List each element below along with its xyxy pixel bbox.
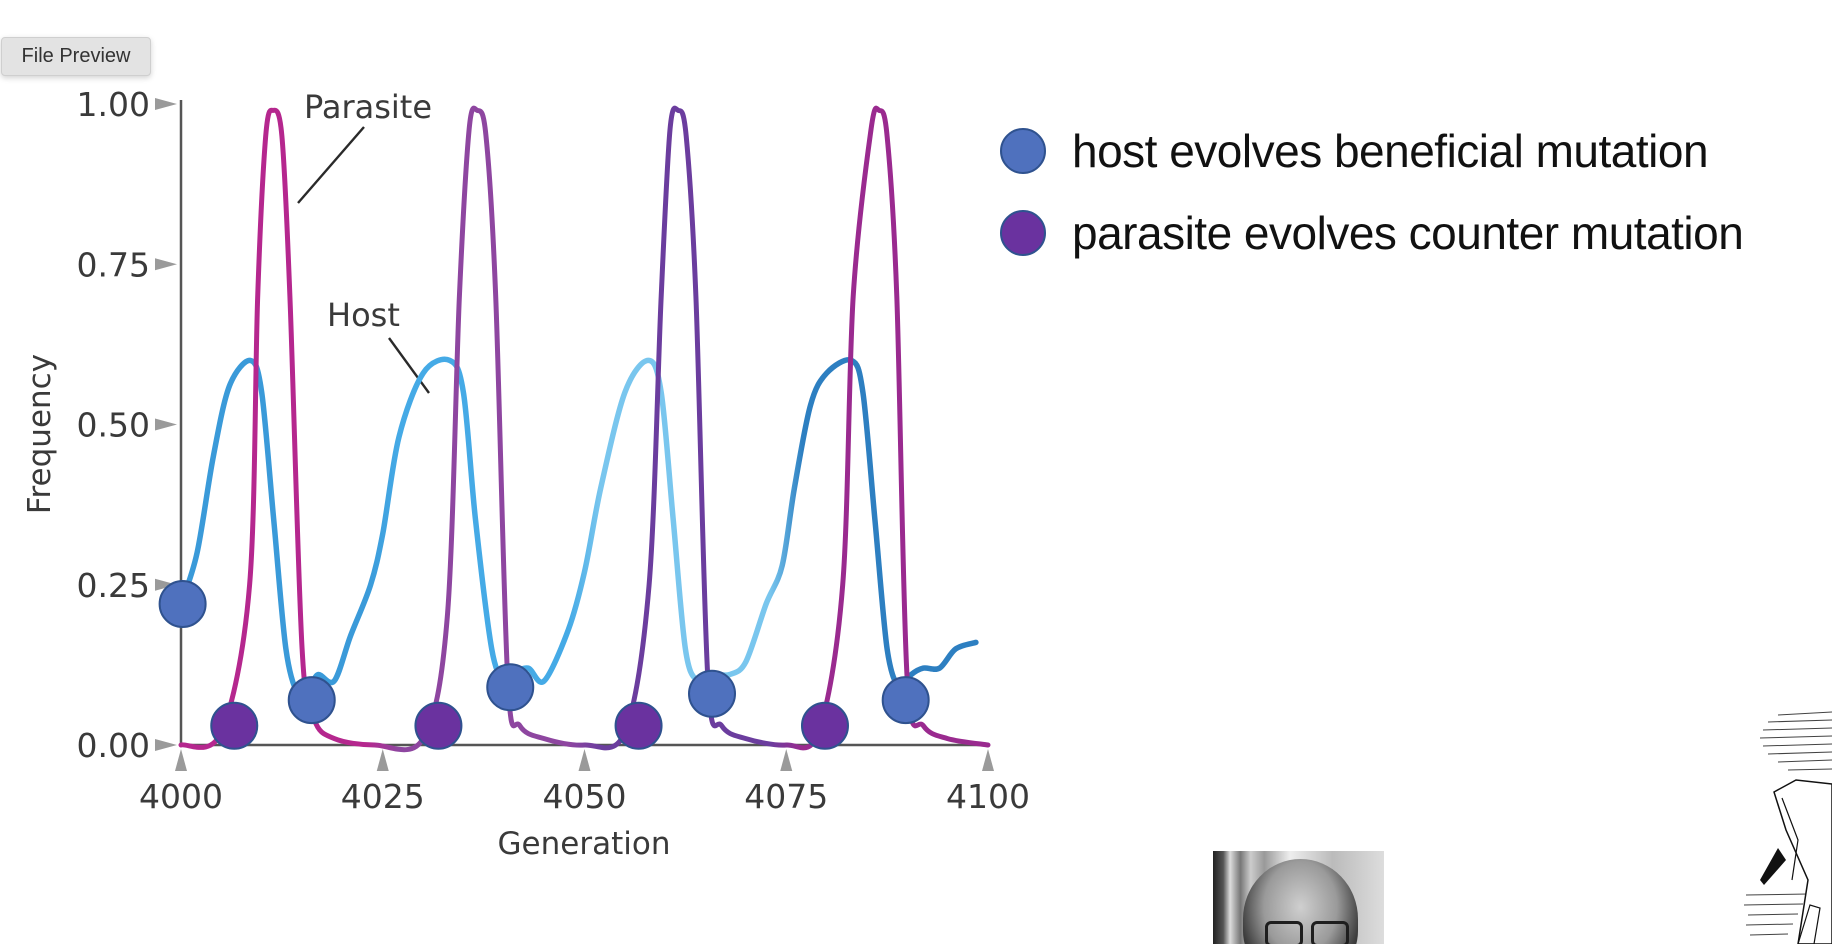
y-tick-marker <box>155 98 177 110</box>
host-mutation-marker <box>287 676 336 725</box>
parasite-mutation-marker <box>414 701 463 750</box>
y-tick-marker <box>155 739 177 751</box>
parasite-mutation-marker <box>614 701 663 750</box>
x-tick-label: 4075 <box>744 777 828 816</box>
host-mutation-marker <box>486 663 535 712</box>
y-tick-label: 0.75 <box>77 245 150 284</box>
x-tick-label: 4000 <box>139 777 223 816</box>
y-tick-label: 0.00 <box>77 726 150 765</box>
parasite-mutation-marker <box>210 701 259 750</box>
parasite-annotation-label: Parasite <box>304 88 432 126</box>
portrait-photo <box>1213 851 1384 944</box>
y-axis-title: Frequency <box>22 354 58 514</box>
y-tick-label: 1.00 <box>77 85 150 124</box>
file-preview-button[interactable]: File Preview <box>1 37 151 76</box>
y-tick-marker <box>155 258 177 271</box>
glasses-right <box>1311 921 1349 944</box>
x-axis-title: Generation <box>498 826 671 862</box>
host-annotation-label: Host <box>327 296 400 334</box>
x-tick-marker <box>780 749 793 771</box>
host-mutation-marker <box>688 669 737 718</box>
x-tick-label: 4025 <box>341 777 425 816</box>
legend-label-host: host evolves beneficial mutation <box>1072 125 1709 177</box>
running-figure-illustration <box>1743 711 1832 944</box>
legend-item-parasite: parasite evolves counter mutation <box>1000 207 1744 259</box>
x-tick-marker <box>982 749 994 771</box>
host-mutation-marker <box>881 676 930 725</box>
x-tick-label: 4100 <box>946 777 1030 816</box>
y-tick-label: 0.50 <box>77 406 150 445</box>
x-tick-marker <box>175 749 187 771</box>
host-mutation-marker <box>158 579 207 628</box>
blue-circle-icon <box>1000 128 1046 174</box>
y-tick-marker <box>155 578 177 591</box>
host-leader-line <box>388 337 430 394</box>
chart-axes: 0.00 0.25 0.50 0.75 1.00 4000 4025 4050 4075 4100 <box>77 85 1030 816</box>
legend-label-parasite: parasite evolves counter mutation <box>1072 207 1744 259</box>
y-tick-marker <box>155 418 177 431</box>
chart-series <box>178 105 991 753</box>
x-tick-marker <box>578 749 591 771</box>
y-tick-label: 0.25 <box>77 566 150 605</box>
chart-annotations: Parasite Host <box>297 88 432 394</box>
parasite-mutation-marker <box>800 701 849 750</box>
purple-circle-icon <box>1000 210 1046 256</box>
legend: host evolves beneficial mutation parasit… <box>1000 125 1744 290</box>
x-tick-label: 4050 <box>543 777 627 816</box>
legend-item-host: host evolves beneficial mutation <box>1000 125 1743 177</box>
parasite-leader-line <box>297 126 365 204</box>
glasses-left <box>1265 921 1303 944</box>
parasite-line <box>178 105 991 753</box>
chart-markers <box>158 579 930 750</box>
x-tick-marker <box>376 749 389 771</box>
